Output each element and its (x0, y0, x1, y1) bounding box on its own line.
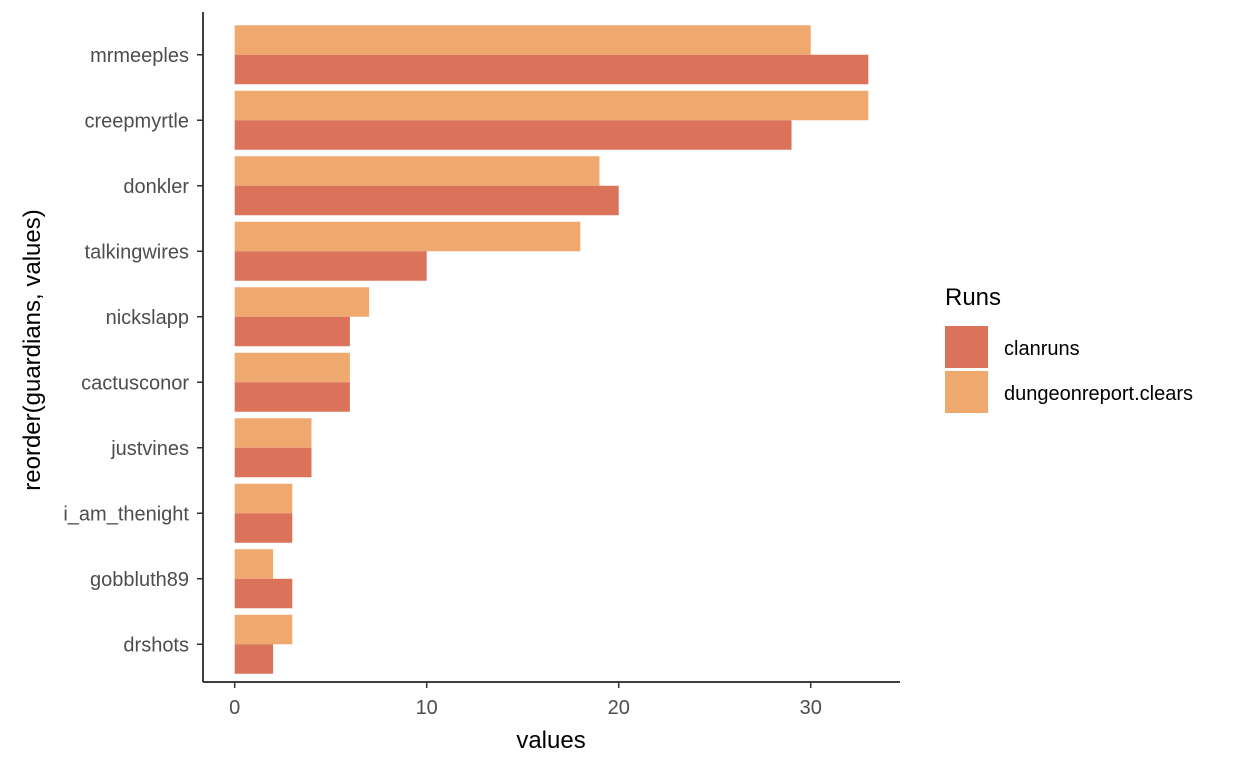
bar-dungeonreport-clears-talkingwires (234, 221, 581, 252)
legend-key-clanruns (945, 326, 988, 368)
y-axis-title: reorder(guardians, values) (19, 209, 46, 490)
bar-clanruns-justvines (234, 447, 312, 478)
y-tick-label-gobbluth89: gobbluth89 (90, 569, 189, 591)
y-tick-label-mrmeeples: mrmeeples (90, 45, 189, 67)
legend-label-dungeonreport-clears: dungeonreport.clears (1004, 383, 1193, 405)
bar-clanruns-creepmyrtle (234, 120, 792, 150)
legend-label-clanruns: clanruns (1004, 338, 1080, 360)
x-tick-label-0: 0 (229, 697, 240, 719)
bar-dungeonreport-clears-i-am-thenight (234, 483, 293, 514)
bar-dungeonreport-clears-gobbluth89 (234, 549, 274, 579)
bar-clanruns-talkingwires (234, 251, 427, 281)
y-tick-label-cactusconor: cactusconor (81, 372, 189, 394)
bar-dungeonreport-clears-drshots (234, 614, 293, 645)
bar-dungeonreport-clears-nickslapp (234, 287, 370, 317)
bar-clanruns-donkler (234, 185, 619, 216)
bar-clanruns-drshots (234, 644, 274, 674)
y-tick-label-creepmyrtle: creepmyrtle (85, 110, 189, 132)
y-tick-label-nickslapp: nickslapp (106, 307, 189, 329)
bar-dungeonreport-clears-justvines (234, 418, 312, 448)
bar-dungeonreport-clears-creepmyrtle (234, 90, 869, 121)
bar-dungeonreport-clears-mrmeeples (234, 25, 811, 55)
bars-layer (234, 25, 869, 674)
y-tick-label-donkler: donkler (123, 176, 189, 198)
y-ticks: mrmeeples creepmyrtle donkler talkingwires n… (63, 45, 203, 656)
x-ticks: 0 10 20 30 (229, 682, 822, 719)
bar-clanruns-i-am-thenight (234, 513, 293, 543)
x-axis-title: values (516, 727, 585, 754)
y-tick-label-i-am-thenight: i_am_thenight (63, 503, 189, 525)
bar-clanruns-nickslapp (234, 316, 350, 347)
x-tick-label-20: 20 (608, 697, 630, 719)
bar-clanruns-cactusconor (234, 382, 350, 412)
x-tick-label-30: 30 (800, 697, 822, 719)
y-tick-label-drshots: drshots (123, 634, 189, 656)
legend-title: Runs (945, 284, 1001, 311)
bar-dungeonreport-clears-donkler (234, 156, 600, 186)
legend-key-dungeonreport-clears (945, 371, 988, 413)
x-tick-label-10: 10 (416, 697, 438, 719)
y-tick-label-talkingwires: talkingwires (85, 241, 189, 263)
bar-dungeonreport-clears-cactusconor (234, 352, 350, 383)
y-tick-label-justvines: justvines (110, 438, 189, 460)
bar-clanruns-gobbluth89 (234, 578, 293, 609)
legend: Runs clanruns dungeonreport.clears (945, 284, 1193, 413)
bar-clanruns-mrmeeples (234, 54, 869, 85)
